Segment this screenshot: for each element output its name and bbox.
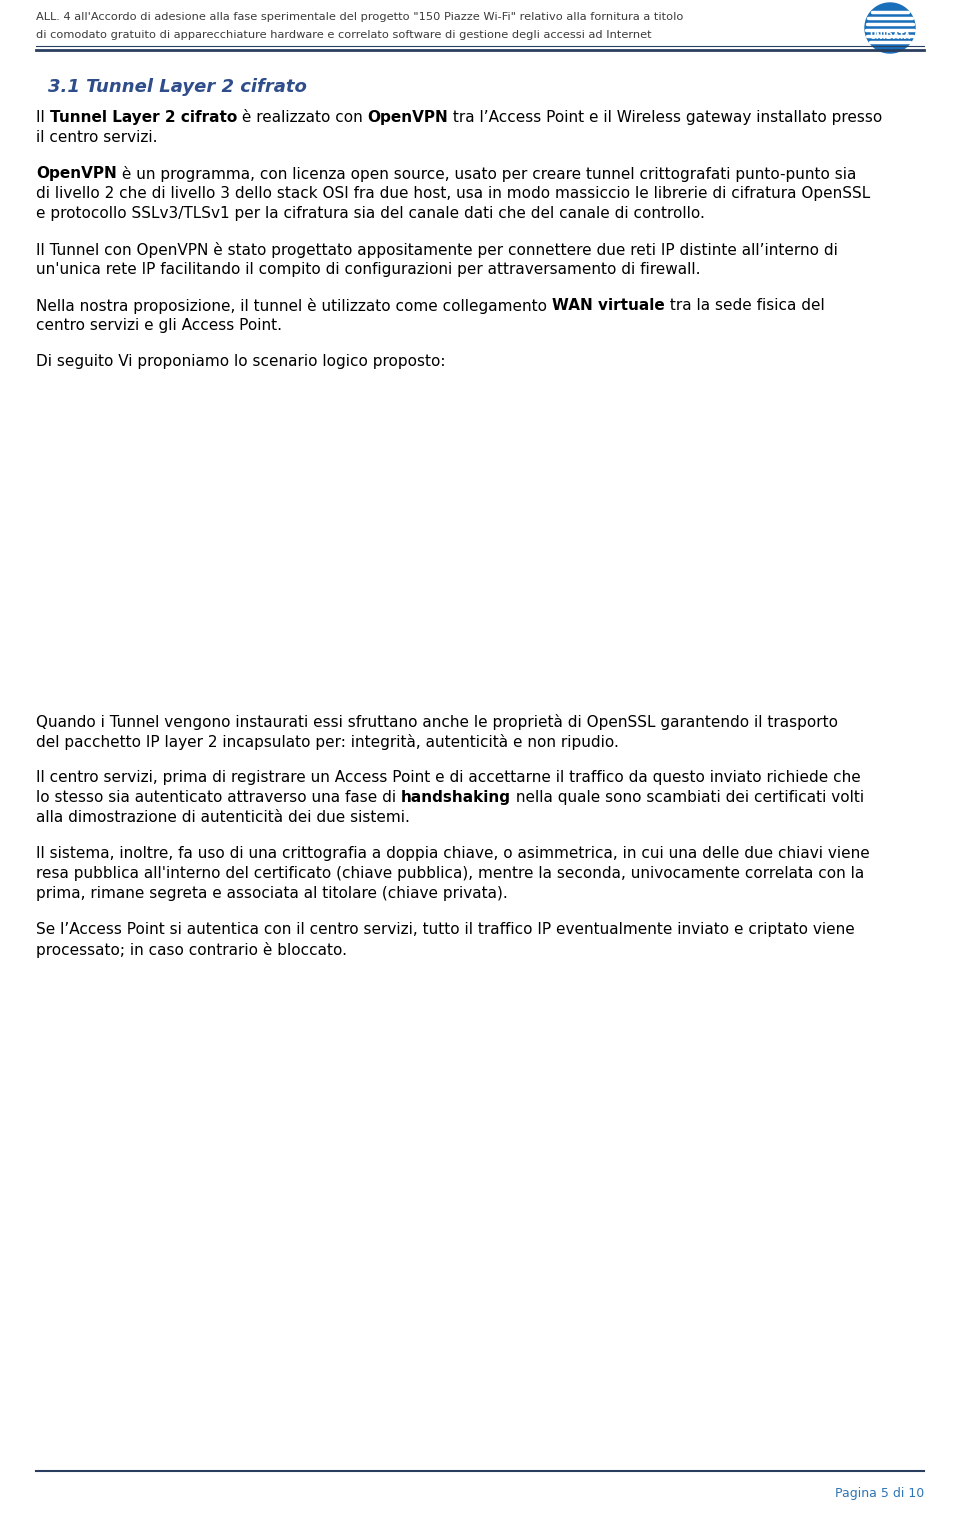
Text: e protocollo SSLv3/TLSv1 per la cifratura sia del canale dati che del canale di : e protocollo SSLv3/TLSv1 per la cifratur… bbox=[36, 206, 705, 221]
Text: Pagina 5 di 10: Pagina 5 di 10 bbox=[835, 1486, 924, 1500]
Text: centro servizi e gli Access Point.: centro servizi e gli Access Point. bbox=[36, 318, 282, 334]
Text: nella quale sono scambiati dei certificati volti: nella quale sono scambiati dei certifica… bbox=[511, 790, 864, 806]
Text: WAN virtuale: WAN virtuale bbox=[552, 299, 664, 314]
Text: è realizzato con: è realizzato con bbox=[237, 110, 368, 125]
Text: Se l’Access Point si autentica con il centro servizi, tutto il traffico IP event: Se l’Access Point si autentica con il ce… bbox=[36, 921, 854, 937]
Text: di livello 2 che di livello 3 dello stack OSI fra due host, usa in modo massicci: di livello 2 che di livello 3 dello stac… bbox=[36, 186, 871, 201]
Text: Il centro servizi, prima di registrare un Access Point e di accettarne il traffi: Il centro servizi, prima di registrare u… bbox=[36, 771, 861, 784]
Text: del pacchetto IP layer 2 incapsulato per: integrità, autenticità e non ripudio.: del pacchetto IP layer 2 incapsulato per… bbox=[36, 734, 619, 749]
Text: è un programma, con licenza open source, usato per creare tunnel crittografati p: è un programma, con licenza open source,… bbox=[117, 166, 856, 183]
Text: di comodato gratuito di apparecchiature hardware e correlato software di gestion: di comodato gratuito di apparecchiature … bbox=[36, 30, 652, 40]
Text: un'unica rete IP facilitando il compito di configurazioni per attraversamento di: un'unica rete IP facilitando il compito … bbox=[36, 262, 701, 277]
Text: Di seguito Vi proponiamo lo scenario logico proposto:: Di seguito Vi proponiamo lo scenario log… bbox=[36, 353, 445, 369]
Text: Il sistema, inoltre, fa uso di una crittografia a doppia chiave, o asimmetrica, : Il sistema, inoltre, fa uso di una critt… bbox=[36, 845, 870, 860]
Text: Tunnel Layer 2 cifrato: Tunnel Layer 2 cifrato bbox=[50, 110, 237, 125]
Text: Quando i Tunnel vengono instaurati essi sfruttano anche le proprietà di OpenSSL : Quando i Tunnel vengono instaurati essi … bbox=[36, 714, 838, 730]
Text: handshaking: handshaking bbox=[401, 790, 511, 806]
Text: tra l’Access Point e il Wireless gateway installato presso: tra l’Access Point e il Wireless gateway… bbox=[448, 110, 882, 125]
Text: Nella nostra proposizione, il tunnel è utilizzato come collegamento: Nella nostra proposizione, il tunnel è u… bbox=[36, 299, 552, 314]
Text: Il: Il bbox=[36, 110, 50, 125]
Text: Il Tunnel con OpenVPN è stato progettato appositamente per connettere due reti I: Il Tunnel con OpenVPN è stato progettato… bbox=[36, 242, 838, 257]
Polygon shape bbox=[865, 3, 915, 53]
Text: il centro servizi.: il centro servizi. bbox=[36, 129, 157, 145]
Text: prima, rimane segreta e associata al titolare (chiave privata).: prima, rimane segreta e associata al tit… bbox=[36, 886, 508, 902]
Text: tra la sede fisica del: tra la sede fisica del bbox=[664, 299, 825, 314]
Text: resa pubblica all'interno del certificato (chiave pubblica), mentre la seconda, : resa pubblica all'interno del certificat… bbox=[36, 867, 864, 880]
Text: ALL. 4 all'Accordo di adesione alla fase sperimentale del progetto "150 Piazze W: ALL. 4 all'Accordo di adesione alla fase… bbox=[36, 12, 684, 21]
Text: OpenVPN: OpenVPN bbox=[36, 166, 117, 181]
Text: alla dimostrazione di autenticità dei due sistemi.: alla dimostrazione di autenticità dei du… bbox=[36, 810, 410, 825]
FancyBboxPatch shape bbox=[36, 394, 924, 675]
Text: processato; in caso contrario è bloccato.: processato; in caso contrario è bloccato… bbox=[36, 943, 347, 958]
Text: UNIDATA: UNIDATA bbox=[870, 32, 911, 41]
Text: 3.1 Tunnel Layer 2 cifrato: 3.1 Tunnel Layer 2 cifrato bbox=[48, 78, 307, 96]
Text: lo stesso sia autenticato attraverso una fase di: lo stesso sia autenticato attraverso una… bbox=[36, 790, 401, 806]
Text: OpenVPN: OpenVPN bbox=[368, 110, 448, 125]
